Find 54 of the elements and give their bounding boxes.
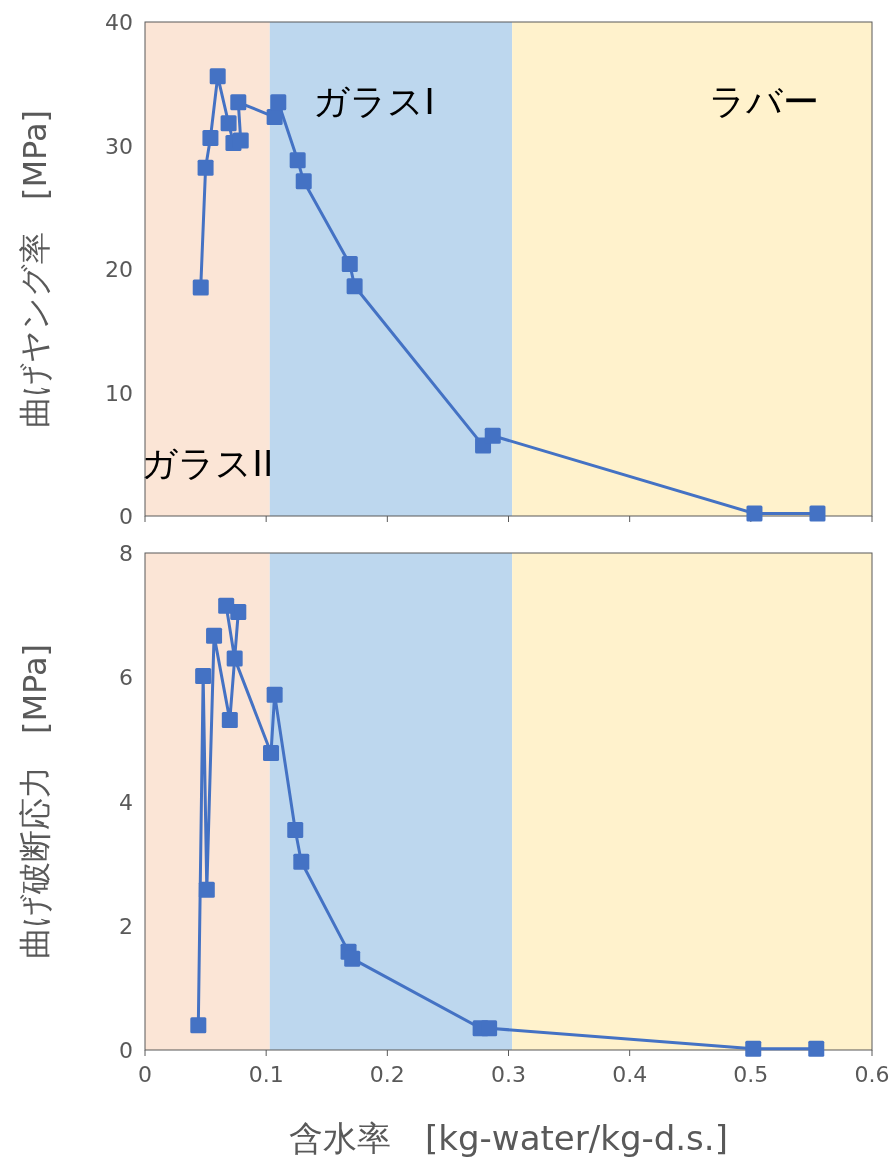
point: [198, 881, 215, 898]
point: [808, 1040, 825, 1057]
point: [202, 130, 219, 147]
y-axis-title: 曲げ破断応力 [MPa]: [16, 643, 54, 960]
y-tick-label: 10: [105, 380, 133, 406]
x-tick-label: 0.2: [369, 1062, 405, 1087]
point: [266, 109, 283, 126]
point: [197, 159, 214, 176]
band-label: ガラスI: [313, 81, 435, 122]
point: [230, 94, 247, 111]
x-tick-label: 0.1: [248, 1062, 284, 1087]
point: [209, 68, 226, 85]
y-tick-label: 0: [119, 504, 133, 529]
x-tick-label: 0.3: [491, 1062, 526, 1087]
point: [270, 94, 287, 111]
point: [346, 278, 363, 295]
point: [195, 668, 212, 685]
y-axis-title: 曲げヤング率 [MPa]: [16, 109, 54, 429]
point: [226, 650, 243, 667]
y-tick-label: 40: [105, 10, 133, 35]
band-label: ガラスII: [141, 443, 274, 484]
y-tick-label: 6: [119, 665, 133, 691]
y-tick-label: 8: [119, 541, 133, 566]
x-tick-label: 0: [138, 1062, 152, 1087]
point: [344, 950, 361, 967]
band-label: ラバー: [709, 81, 820, 122]
y-tick-label: 30: [105, 133, 133, 159]
point: [481, 1020, 498, 1037]
y-tick-label: 2: [119, 913, 133, 939]
point: [293, 853, 310, 870]
x-axis-title: 含水率 [kg-water/kg-d.s.]: [289, 1118, 728, 1158]
point: [220, 115, 237, 132]
y-tick-label: 4: [119, 789, 133, 815]
point: [192, 279, 209, 296]
point: [218, 597, 235, 614]
x-tick-label: 0.6: [854, 1062, 890, 1087]
x-tick-label: 0.5: [733, 1062, 769, 1087]
x-tick-label: 0.4: [612, 1062, 648, 1087]
point: [206, 627, 223, 644]
y-tick-label: 0: [119, 1038, 133, 1063]
point: [745, 1040, 762, 1057]
point: [289, 152, 306, 169]
point: [263, 745, 280, 762]
point: [221, 712, 238, 729]
point: [232, 132, 249, 149]
point: [809, 505, 826, 522]
point: [341, 256, 358, 273]
point: [295, 173, 312, 190]
point: [287, 822, 304, 839]
point: [484, 427, 501, 444]
point: [746, 505, 763, 522]
point: [190, 1017, 207, 1034]
point: [266, 686, 283, 703]
y-tick-label: 20: [105, 257, 133, 282]
